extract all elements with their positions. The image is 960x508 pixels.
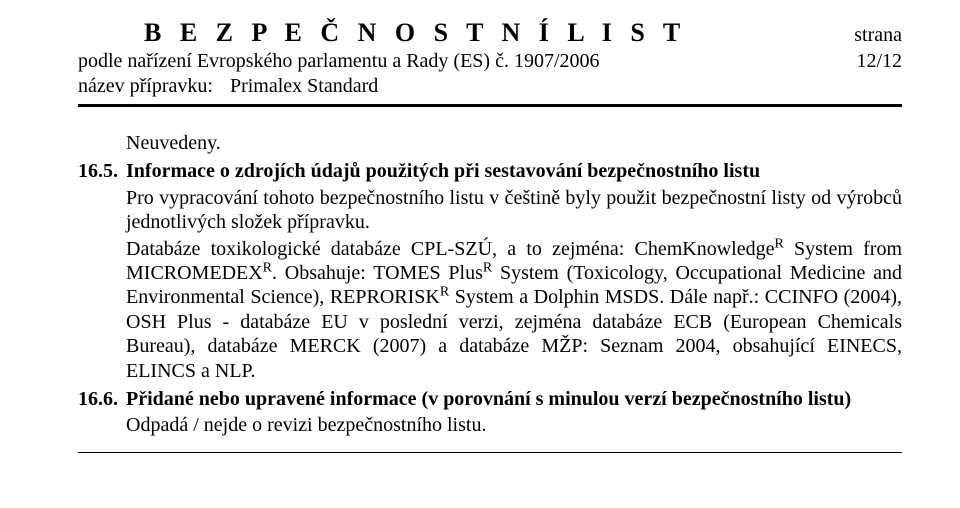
not-given-text: Neuvedeny. bbox=[126, 131, 902, 155]
page-label: strana bbox=[854, 24, 902, 47]
p1-16-5: Pro vypracování tohoto bezpečnostního li… bbox=[126, 186, 902, 235]
doc-title: B E Z P E Č N O S T N Í L I S T bbox=[144, 18, 686, 48]
product-value: Primalex Standard bbox=[230, 75, 378, 97]
document-header: B E Z P E Č N O S T N Í L I S T strana p… bbox=[78, 18, 902, 127]
page-number: 12/12 bbox=[856, 50, 902, 73]
product-row: název přípravku: Primalex Standard bbox=[78, 75, 902, 98]
body-16-5: Informace o zdrojích údajů použitých při… bbox=[126, 159, 902, 383]
sup-r-2: R bbox=[263, 260, 272, 275]
regulation-text: podle nařízení Evropského parlamentu a R… bbox=[78, 50, 600, 73]
sup-r-3: R bbox=[483, 260, 492, 275]
p2-16-5: Databáze toxikologické databáze CPL-SZÚ,… bbox=[126, 237, 902, 383]
sup-r-1: R bbox=[774, 236, 783, 251]
p1-16-6: Odpadá / nejde o revizi bezpečnostního l… bbox=[126, 413, 902, 437]
product-label: název přípravku: bbox=[78, 75, 213, 97]
num-16-6: 16.6. bbox=[78, 387, 126, 438]
body-16-6: Přidané nebo upravené informace (v porov… bbox=[126, 387, 902, 438]
row-not-given: Neuvedeny. bbox=[78, 131, 902, 155]
head-16-6: Přidané nebo upravené informace (v porov… bbox=[126, 387, 902, 411]
p2c: . Obsahuje: TOMES Plus bbox=[272, 262, 483, 284]
header-rule bbox=[78, 104, 902, 107]
head-16-5: Informace o zdrojích údajů použitých při… bbox=[126, 159, 902, 183]
num-16-5: 16.5. bbox=[78, 159, 126, 383]
row-16-6: 16.6. Přidané nebo upravené informace (v… bbox=[78, 387, 902, 438]
p2a: Databáze toxikologické databáze CPL-SZÚ,… bbox=[126, 238, 774, 260]
sup-r-4: R bbox=[440, 285, 449, 300]
content-area: Neuvedeny. 16.5. Informace o zdrojích úd… bbox=[78, 131, 902, 453]
title-row: B E Z P E Č N O S T N Í L I S T strana bbox=[78, 18, 902, 48]
footer-rule bbox=[78, 452, 902, 453]
subtitle-row: podle nařízení Evropského parlamentu a R… bbox=[78, 50, 902, 73]
row-16-5: 16.5. Informace o zdrojích údajů použitý… bbox=[78, 159, 902, 383]
num-empty bbox=[78, 131, 126, 155]
